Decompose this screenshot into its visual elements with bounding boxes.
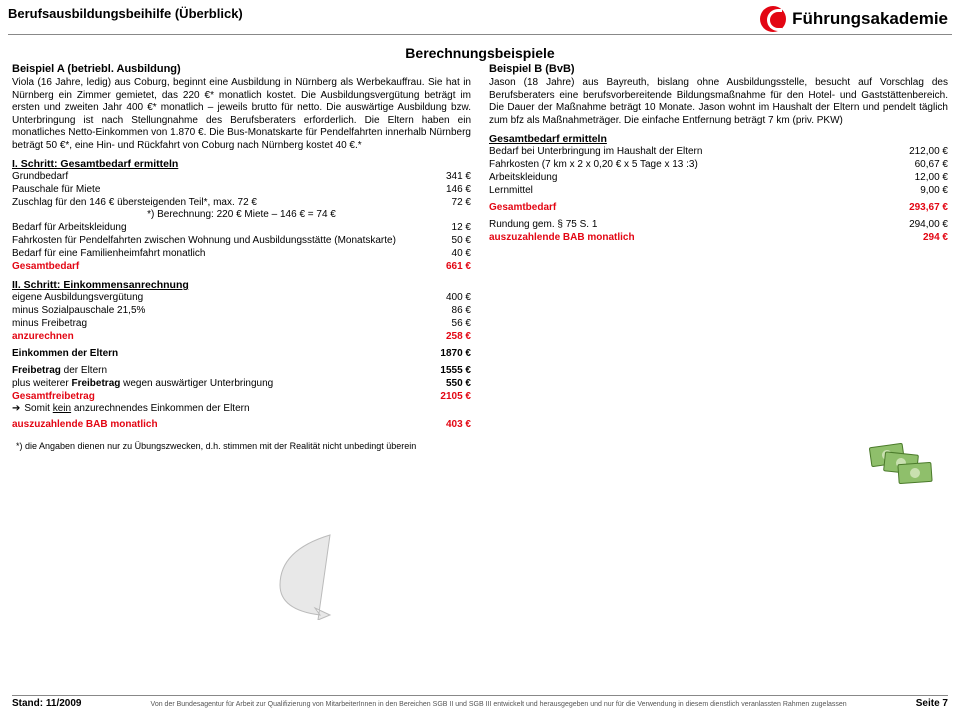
example-b-narrative: Jason (18 Jahre) aus Bayreuth, bislang o…: [489, 77, 948, 127]
label: eigene Ausbildungsvergütung: [12, 291, 417, 304]
label: minus Freibetrag: [12, 317, 417, 330]
note-kein-anrechnung: ➔ Somit kein anzurechnendes Einkommen de…: [12, 403, 471, 414]
value: 40 €: [417, 247, 471, 260]
label: Freibetrag der Eltern: [12, 364, 417, 377]
value: 403 €: [417, 418, 471, 431]
header: Berufsausbildungsbeihilfe (Überblick) Fü…: [0, 0, 960, 32]
footer-disclaimer: Von der Bundesagentur für Arbeit zur Qua…: [91, 701, 905, 709]
value: 12,00 €: [894, 171, 948, 184]
row-b-lernmittel: Lernmittel9,00 €: [489, 184, 948, 197]
row-b-rundung: Rundung gem. § 75 S. 1294,00 €: [489, 218, 948, 231]
label: Pauschale für Miete: [12, 183, 417, 196]
value: 12 €: [417, 221, 471, 234]
step1b-heading: Gesamtbedarf ermitteln: [489, 133, 948, 145]
row-arbeitskleidung: Bedarf für Arbeitskleidung12 €: [12, 221, 471, 234]
row-freibetrag-eltern: Freibetrag der Eltern 1555 €: [12, 364, 471, 377]
label: Grundbedarf: [12, 170, 417, 183]
row-gesamtbedarf-a: Gesamtbedarf661 €: [12, 260, 471, 273]
label: Gesamtbedarf: [12, 260, 417, 273]
row-einkommen-eltern: Einkommen der Eltern1870 €: [12, 347, 471, 360]
footer-page: Seite 7: [916, 698, 948, 709]
row-fahrkosten: Fahrkosten für Pendelfahrten zwischen Wo…: [12, 234, 471, 247]
row-b-unterbringung: Bedarf bei Unterbringung im Haushalt der…: [489, 145, 948, 158]
row-freibetrag-auswaertig: plus weiterer Freibetrag wegen auswärtig…: [12, 377, 471, 390]
example-b-column: Beispiel B (BvB) Jason (18 Jahre) aus Ba…: [489, 63, 948, 431]
label: auszuzahlende BAB monatlich: [12, 418, 417, 431]
value: 1555 €: [417, 364, 471, 377]
example-a-column: Beispiel A (betriebl. Ausbildung) Viola …: [12, 63, 471, 431]
row-grundbedarf: Grundbedarf341 €: [12, 170, 471, 183]
footer-date: Stand: 11/2009: [12, 698, 81, 709]
step2-heading: II. Schritt: Einkommensanrechnung: [12, 279, 471, 291]
value: 9,00 €: [894, 184, 948, 197]
row-freibetrag: minus Freibetrag56 €: [12, 317, 471, 330]
label: anzurechnen: [12, 330, 417, 343]
value: 293,67 €: [894, 201, 948, 214]
row-heimfahrt: Bedarf für eine Familienheimfahrt monatl…: [12, 247, 471, 260]
value: 1870 €: [417, 347, 471, 360]
label: Gesamtfreibetrag: [12, 390, 417, 403]
value: 258 €: [417, 330, 471, 343]
row-result-b: auszuzahlende BAB monatlich294 €: [489, 231, 948, 244]
value: 2105 €: [417, 390, 471, 403]
value: 294,00 €: [894, 218, 948, 231]
step1-heading: I. Schritt: Gesamtbedarf ermitteln: [12, 158, 471, 170]
label: Rundung gem. § 75 S. 1: [489, 218, 894, 231]
value: 341 €: [417, 170, 471, 183]
row-miete: Pauschale für Miete146 €: [12, 183, 471, 196]
calc-note: *) Berechnung: 220 € Miete – 146 € = 74 …: [12, 209, 471, 221]
row-b-gesamtbedarf: Gesamtbedarf293,67 €: [489, 201, 948, 214]
label: Arbeitskleidung: [489, 171, 894, 184]
page-title: Berufsausbildungsbeihilfe (Überblick): [8, 6, 243, 21]
value: 60,67 €: [894, 158, 948, 171]
value: 400 €: [417, 291, 471, 304]
label: Gesamtbedarf: [489, 201, 894, 214]
arrow-icon: ➔: [12, 403, 20, 414]
value: 56 €: [417, 317, 471, 330]
row-zuschlag: Zuschlag für den 146 € übersteigenden Te…: [12, 196, 471, 209]
label: minus Sozialpauschale 21,5%: [12, 304, 417, 317]
footer-rule: [12, 695, 948, 696]
footer: Stand: 11/2009 Von der Bundesagentur für…: [0, 695, 960, 709]
footnote: *) die Angaben dienen nur zu Übungszweck…: [16, 441, 948, 451]
example-a-title: Beispiel A (betriebl. Ausbildung): [12, 63, 471, 75]
label: Bedarf bei Unterbringung im Haushalt der…: [489, 145, 894, 158]
value: 661 €: [417, 260, 471, 273]
value: 146 €: [417, 183, 471, 196]
value: 550 €: [417, 377, 471, 390]
value: 72 €: [417, 196, 471, 209]
label: Bedarf für Arbeitskleidung: [12, 221, 417, 234]
brand: Führungsakademie: [760, 6, 948, 32]
example-a-narrative: Viola (16 Jahre, ledig) aus Coburg, begi…: [12, 77, 471, 152]
example-b-title: Beispiel B (BvB): [489, 63, 948, 75]
row-result-a: auszuzahlende BAB monatlich403 €: [12, 418, 471, 431]
value: 50 €: [417, 234, 471, 247]
row-b-fahrkosten: Fahrkosten (7 km x 2 x 0,20 € x 5 Tage x…: [489, 158, 948, 171]
money-icon: [870, 445, 930, 485]
value: 86 €: [417, 304, 471, 317]
brand-logo-icon: [760, 6, 786, 32]
brand-text: Führungsakademie: [792, 9, 948, 29]
row-anzurechnen: anzurechnen258 €: [12, 330, 471, 343]
swoosh-arrow-icon: [270, 530, 340, 620]
columns: Beispiel A (betriebl. Ausbildung) Viola …: [12, 63, 948, 431]
row-b-arbeitskleidung: Arbeitskleidung12,00 €: [489, 171, 948, 184]
label: auszuzahlende BAB monatlich: [489, 231, 894, 244]
row-sozialpauschale: minus Sozialpauschale 21,5%86 €: [12, 304, 471, 317]
main-content: Berechnungsbeispiele Beispiel A (betrieb…: [0, 35, 960, 451]
row-verguetung: eigene Ausbildungsvergütung400 €: [12, 291, 471, 304]
label: Lernmittel: [489, 184, 894, 197]
value: 294 €: [894, 231, 948, 244]
label: Bedarf für eine Familienheimfahrt monatl…: [12, 247, 417, 260]
note-text: Somit kein anzurechnendes Einkommen der …: [24, 403, 249, 414]
label: Zuschlag für den 146 € übersteigenden Te…: [12, 196, 417, 209]
label: Fahrkosten für Pendelfahrten zwischen Wo…: [12, 234, 417, 247]
label: Einkommen der Eltern: [12, 347, 417, 360]
row-gesamtfreibetrag: Gesamtfreibetrag2105 €: [12, 390, 471, 403]
label: plus weiterer Freibetrag wegen auswärtig…: [12, 377, 417, 390]
label: Fahrkosten (7 km x 2 x 0,20 € x 5 Tage x…: [489, 158, 894, 171]
value: 212,00 €: [894, 145, 948, 158]
main-title: Berechnungsbeispiele: [12, 45, 948, 61]
